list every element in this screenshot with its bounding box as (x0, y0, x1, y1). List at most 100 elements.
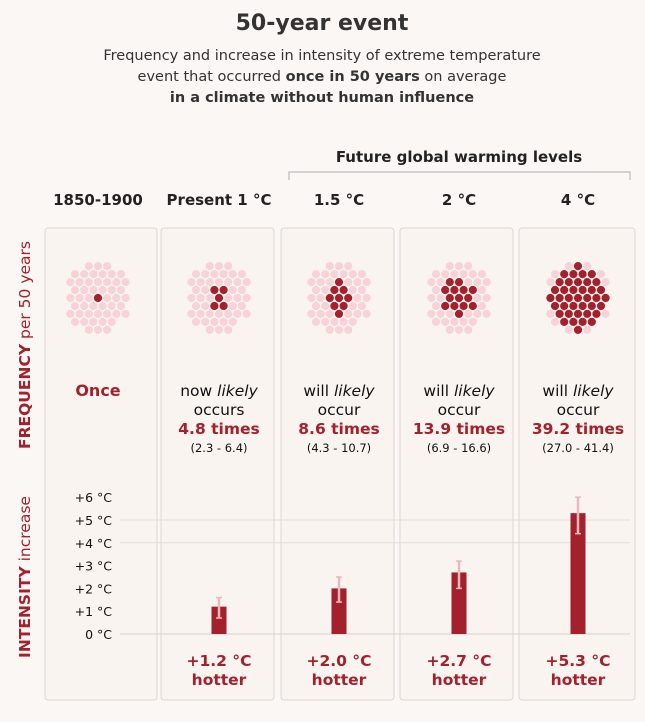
empty-dot (427, 309, 436, 318)
empty-dot (330, 317, 339, 326)
empty-dot (98, 270, 107, 279)
event-dot (334, 293, 344, 303)
empty-dot (237, 270, 247, 279)
empty-dot (116, 285, 126, 295)
subtitle-line-2-bold: once in 50 years (286, 69, 420, 85)
event-dot (573, 293, 583, 303)
empty-dot (224, 293, 233, 303)
event-dot (564, 278, 573, 287)
empty-dot (224, 309, 233, 318)
intensity-value: +1.2 °C (187, 652, 252, 670)
event-dot (330, 301, 339, 311)
frequency-text-line-1: will likely (423, 382, 495, 400)
dot-cluster (187, 262, 251, 334)
empty-dot (84, 278, 93, 287)
column-header: 1850-1900 (53, 191, 143, 209)
empty-dot (473, 309, 482, 318)
empty-dot (224, 278, 233, 287)
event-dot (569, 270, 578, 279)
empty-dot (205, 293, 214, 303)
frequency-once-label: Once (75, 381, 120, 400)
empty-dot (237, 285, 247, 295)
event-dot (454, 278, 464, 287)
empty-dot (316, 278, 325, 287)
intensity-gridlines (120, 519, 630, 635)
intensity-side-label: INTENSITY increase (16, 496, 34, 658)
y-tick-label: +2 °C (75, 581, 113, 596)
empty-dot (473, 278, 482, 287)
intensity-hotter: hotter (551, 671, 606, 689)
frequency-text-plain: will (303, 382, 334, 400)
empty-dot (450, 270, 459, 279)
empty-dot (546, 309, 555, 318)
event-dot (560, 270, 569, 279)
y-tick-label: +3 °C (75, 559, 113, 574)
empty-dot (187, 309, 196, 318)
empty-dot (477, 301, 487, 311)
empty-dot (80, 317, 89, 326)
empty-dot (353, 293, 362, 303)
event-dot (459, 301, 468, 311)
y-tick-label: +5 °C (75, 513, 113, 528)
empty-dot (445, 309, 454, 318)
empty-dot (242, 278, 251, 287)
empty-dot (596, 270, 606, 279)
empty-dot (116, 301, 126, 311)
intensity-value: +2.0 °C (307, 652, 372, 670)
empty-dot (445, 262, 454, 271)
event-dot (569, 317, 578, 326)
empty-dot (601, 309, 610, 318)
empty-dot (210, 270, 219, 279)
empty-dot (357, 301, 367, 311)
empty-dot (107, 270, 116, 279)
empty-dot (121, 293, 130, 303)
event-dot (459, 285, 468, 295)
event-dot (587, 301, 596, 311)
empty-dot (362, 309, 371, 318)
empty-dot (196, 293, 205, 303)
intensity-bar (331, 588, 347, 634)
empty-dot (348, 285, 357, 295)
column-panel (160, 227, 275, 701)
event-dot (450, 301, 459, 311)
empty-dot (116, 270, 126, 279)
empty-dot (550, 270, 560, 279)
intensity-bars (211, 496, 586, 634)
intensity-hotter: hotter (432, 671, 487, 689)
empty-dot (98, 317, 107, 326)
empty-dot (325, 278, 334, 287)
frequency-value: 39.2 times (532, 420, 624, 438)
event-dot (219, 301, 228, 311)
event-dot (454, 293, 464, 303)
empty-dot (191, 301, 201, 311)
future-warming-bracket (288, 171, 631, 180)
intensity-side-label-bold: INTENSITY (16, 566, 34, 658)
empty-dot (93, 309, 103, 318)
empty-dot (307, 278, 316, 287)
empty-dot (112, 309, 121, 318)
empty-dot (311, 285, 321, 295)
event-dot (325, 293, 334, 303)
frequency-value: 8.6 times (298, 420, 379, 438)
event-dot (596, 301, 606, 311)
empty-dot (187, 293, 196, 303)
empty-dot (477, 270, 487, 279)
empty-dot (103, 278, 112, 287)
dot-cluster (66, 262, 130, 334)
empty-dot (321, 301, 330, 311)
event-dot (339, 301, 348, 311)
empty-dot (441, 270, 450, 279)
empty-dot (468, 317, 477, 326)
empty-dot (353, 309, 362, 318)
event-dot (592, 278, 601, 287)
empty-dot (583, 262, 592, 271)
subtitle-line-3: in a climate without human influence (170, 90, 474, 106)
frequency-text-line-1: will likely (303, 382, 375, 400)
intensity-hotter: hotter (312, 671, 367, 689)
event-dot (592, 293, 601, 303)
empty-dot (564, 325, 573, 334)
empty-dot (103, 309, 112, 318)
empty-dot (233, 278, 242, 287)
event-dot (583, 293, 592, 303)
column-panels (44, 227, 636, 701)
